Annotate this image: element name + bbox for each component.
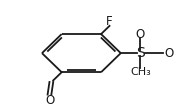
Text: O: O xyxy=(136,28,145,41)
Text: F: F xyxy=(106,15,113,28)
Text: S: S xyxy=(136,46,145,60)
Text: CH₃: CH₃ xyxy=(130,67,151,77)
Text: O: O xyxy=(164,47,173,60)
Text: O: O xyxy=(46,94,55,107)
